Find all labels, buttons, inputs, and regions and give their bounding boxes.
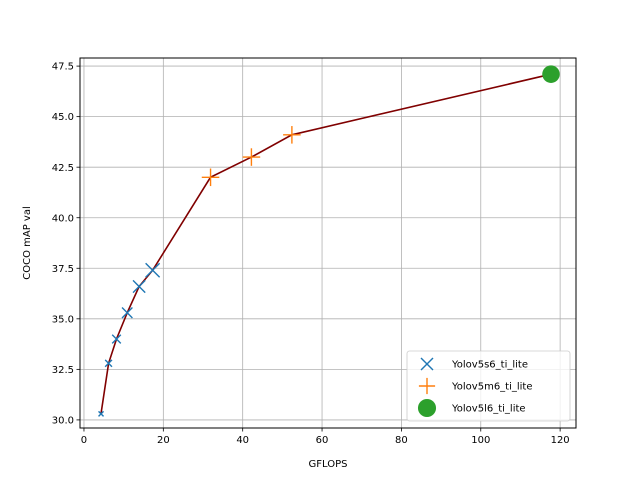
legend: Yolov5s6_ti_lite Yolov5m6_ti_lite Yolov5l6… [406,350,571,422]
legend-box [406,350,571,422]
y-tick-label: 30.0 [52,416,74,427]
x-tick-label: 0 [81,435,87,446]
y-tick-label: 45.0 [52,112,74,123]
data-point-2-3 [283,126,301,144]
x-tick-label: 80 [395,435,408,446]
legend-marker-3 [417,398,437,418]
data-point-1-4 [121,307,133,319]
x-tick-label: 20 [157,435,170,446]
x-tick-label: 60 [316,435,329,446]
y-tick-label: 35.0 [52,314,74,325]
trend-line [100,73,552,414]
y-tick-label: 47.5 [52,62,74,73]
data-point-2-2 [242,148,261,166]
x-tick-label: 120 [551,435,570,446]
x-tick-label: 40 [236,435,249,446]
plot-frame [79,57,577,429]
legend-label-2: Yolov5m6_ti_lite [451,382,533,393]
legend-marker-2 [418,377,436,395]
data-point-1-6 [145,262,161,278]
x-axis-label: GFLOPS [309,459,348,470]
data-points [98,65,560,417]
legend-label-1: Yolov5s6_ti_lite [451,360,528,371]
y-tick-label: 32.5 [52,365,74,376]
x-tick-label: 100 [471,435,490,446]
data-point-2-1 [201,168,220,187]
y-axis-label: COCO mAP val [22,206,33,280]
grid [80,58,576,428]
data-point-1-2 [104,359,113,368]
y-tick-label: 42.5 [52,163,74,174]
trend-curve [100,73,552,414]
data-point-1-5 [132,279,146,294]
legend-marker-1 [420,357,434,371]
axis-ticks: 0 20 40 60 80 100 120 30.0 32.5 35.0 37.5 40.0 42.5 4… [52,62,570,446]
y-tick-label: 37.5 [52,264,74,275]
data-point-1-3 [111,334,122,344]
legend-label-3: Yolov5l6_ti_lite [451,404,526,415]
data-point-3-1 [542,65,560,83]
data-point-1-1 [98,410,105,417]
y-tick-label: 40.0 [52,213,74,224]
